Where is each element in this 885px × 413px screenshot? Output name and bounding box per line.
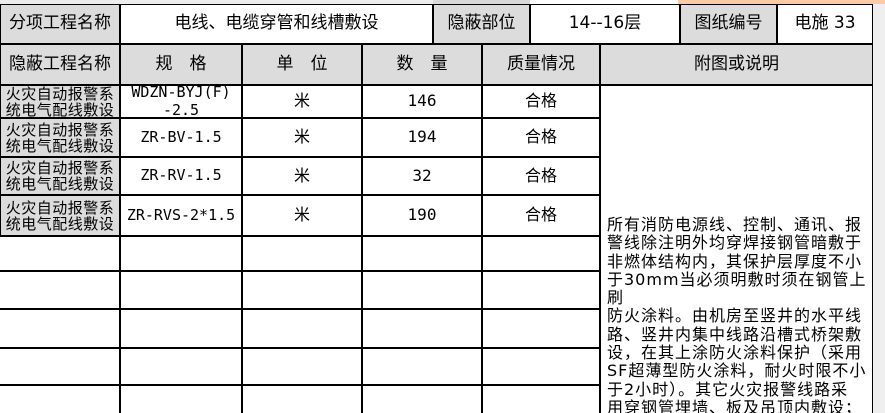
table-row-spec: ZR-RVS-2*1.5: [120, 195, 242, 236]
drawing-number-label: 图纸编号: [680, 4, 777, 44]
empty-cell: [0, 236, 120, 271]
table-row-unit: 米: [242, 157, 362, 195]
empty-cell: [242, 236, 362, 271]
table-row-unit: 米: [242, 85, 362, 118]
table-row-quality: 合格: [482, 157, 600, 195]
table-row-quality: 合格: [482, 85, 600, 118]
column-header-name: 隐蔽工程名称: [0, 44, 120, 85]
empty-cell: [482, 271, 600, 309]
column-header-unit: 单 位: [242, 44, 362, 85]
column-header-qty: 数 量: [362, 44, 482, 85]
empty-cell: [120, 309, 242, 348]
table-row-name: 火灾自动报警系 统电气配线敷设: [0, 85, 120, 118]
sheet-background-right: [873, 4, 885, 413]
table-row-spec: ZR-RV-1.5: [120, 157, 242, 195]
column-header-spec: 规 格: [120, 44, 242, 85]
table-row-name: 火灾自动报警系 统电气配线敷设: [0, 195, 120, 236]
table-row-name: 火灾自动报警系 统电气配线敷设: [0, 118, 120, 157]
empty-cell: [120, 348, 242, 385]
table-row-unit: 米: [242, 195, 362, 236]
table-row-unit: 米: [242, 118, 362, 157]
project-name-label: 分项工程名称: [0, 4, 120, 44]
empty-cell: [362, 385, 482, 413]
notes-cell: 所有消防电源线、控制、通讯、报 警线除注明外均穿焊接钢管暗敷于 非燃体结构内，其…: [600, 85, 873, 413]
empty-cell: [362, 309, 482, 348]
fire-wiring-note-text: 所有消防电源线、控制、通讯、报 警线除注明外均穿焊接钢管暗敷于 非燃体结构内，其…: [607, 215, 867, 413]
empty-cell: [242, 385, 362, 413]
empty-cell: [0, 348, 120, 385]
empty-cell: [362, 348, 482, 385]
table-row-qty: 146: [362, 85, 482, 118]
empty-cell: [482, 236, 600, 271]
table-row-qty: 190: [362, 195, 482, 236]
drawing-number-value: 电施 33: [777, 4, 873, 44]
table-row-qty: 194: [362, 118, 482, 157]
top-strip-peach-segment: [678, 0, 885, 4]
table-row-spec: ZR-BV-1.5: [120, 118, 242, 157]
empty-cell: [0, 309, 120, 348]
table-row-quality: 合格: [482, 195, 600, 236]
empty-cell: [0, 271, 120, 309]
empty-cell: [242, 309, 362, 348]
table-row-spec: WDZN-BYJ(F) -2.5: [120, 85, 242, 118]
empty-cell: [120, 385, 242, 413]
empty-cell: [120, 236, 242, 271]
table-row-qty: 32: [362, 157, 482, 195]
empty-cell: [362, 271, 482, 309]
top-strip-segment: [530, 0, 678, 4]
empty-cell: [120, 271, 242, 309]
empty-cell: [482, 385, 600, 413]
table-row-name: 火灾自动报警系 统电气配线敷设: [0, 157, 120, 195]
empty-cell: [482, 309, 600, 348]
top-strip-segment: [0, 0, 433, 4]
table-row-quality: 合格: [482, 118, 600, 157]
top-strip-segment: [433, 0, 530, 4]
empty-cell: [242, 348, 362, 385]
empty-cell: [482, 348, 600, 385]
column-header-quality: 质量情况: [482, 44, 600, 85]
empty-cell: [242, 271, 362, 309]
concealed-location-value: 14--16层: [530, 4, 680, 44]
empty-cell: [0, 385, 120, 413]
empty-cell: [362, 236, 482, 271]
column-header-notes: 附图或说明: [600, 44, 873, 85]
project-name-value: 电线、电缆穿管和线槽敷设: [120, 4, 433, 44]
concealed-location-label: 隐蔽部位: [433, 4, 530, 44]
